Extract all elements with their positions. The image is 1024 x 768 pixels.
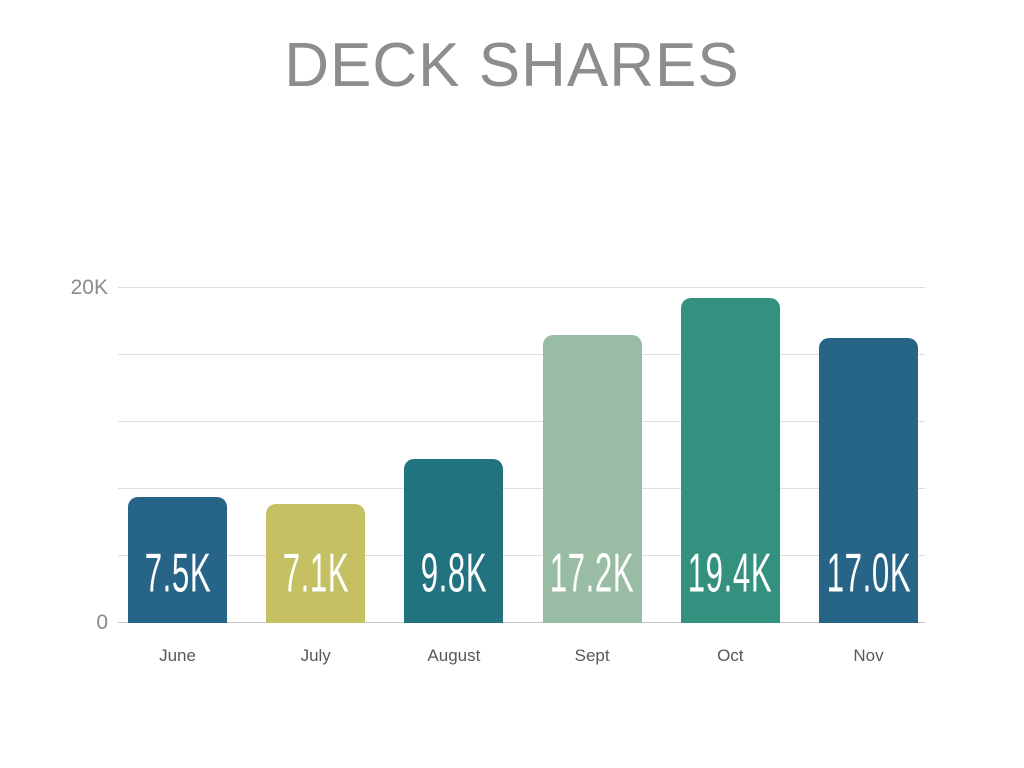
bar-chart: 0 20K 7.5K June 7.1K July 9.8K August 17.2K Sept 1… [71, 276, 925, 665]
y-axis-label-20k: 20K [70, 276, 108, 299]
bar-value-label: 9.8K [420, 542, 488, 605]
bar-sept: 17.2K [542, 334, 642, 623]
x-axis-label-august: August [427, 646, 481, 665]
x-axis-label-oct: Oct [717, 646, 744, 665]
bar-oct: 19.4K [680, 298, 780, 623]
bar-value-label: 17.2K [549, 542, 635, 605]
gridline [118, 421, 925, 422]
x-axis-line [118, 622, 925, 623]
y-axis-label-0: 0 [96, 611, 108, 634]
bar-nov: 17.0K [819, 338, 918, 623]
x-axis-label-july: July [300, 646, 331, 665]
bar-value-label: 19.4K [688, 542, 773, 605]
gridline [118, 287, 925, 288]
bar-june: 7.5K [128, 497, 227, 623]
bar-july: 7.1K [266, 504, 366, 623]
bar-august: 9.8K [404, 458, 504, 623]
x-axis-label-june: June [159, 646, 196, 665]
gridline [118, 488, 925, 489]
bar-value-label: 7.1K [282, 542, 349, 605]
bar-value-label: 7.5K [144, 542, 211, 605]
gridline [118, 555, 925, 556]
chart-title: DECK SHARES [284, 31, 740, 100]
gridline [118, 354, 925, 355]
x-axis-label-sept: Sept [574, 646, 610, 665]
x-axis-label-nov: Nov [853, 646, 884, 665]
bar-value-label: 17.0K [826, 542, 911, 605]
